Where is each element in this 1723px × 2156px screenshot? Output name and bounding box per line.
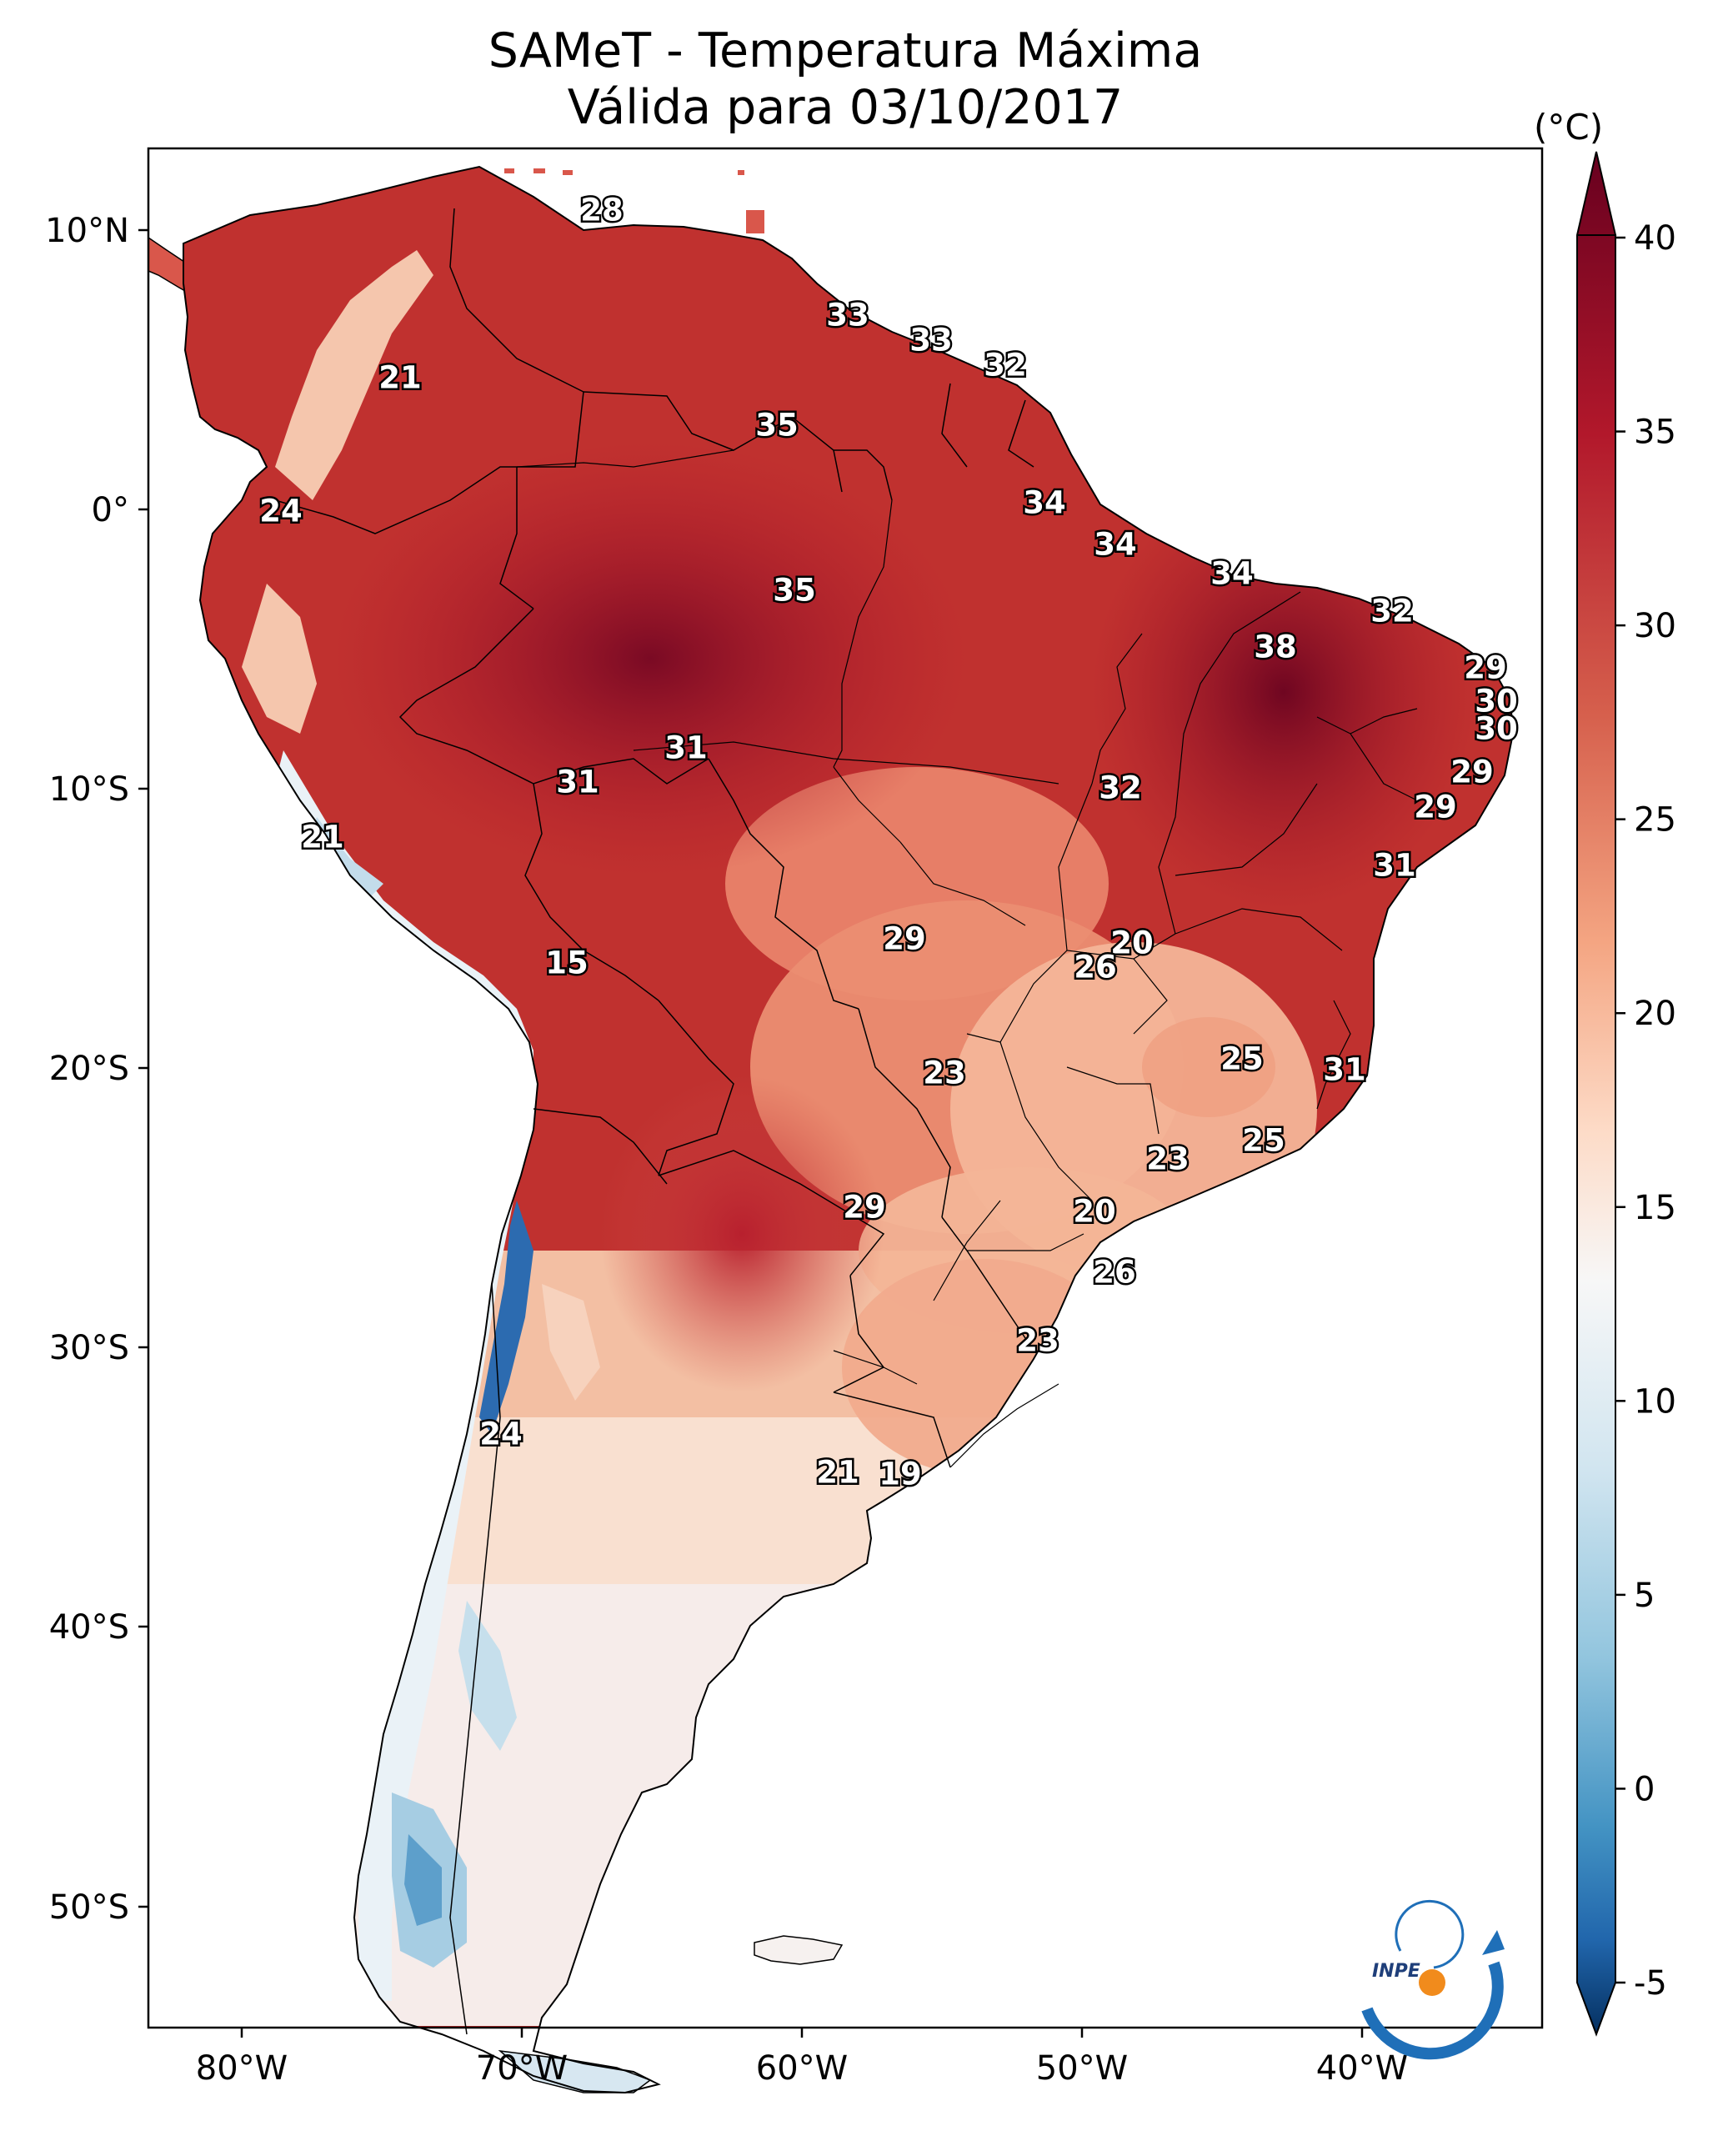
island bbox=[533, 168, 545, 173]
country-borders bbox=[274, 208, 1034, 2035]
station-value: 23 bbox=[923, 1055, 966, 1091]
station-value: 38 bbox=[1254, 629, 1297, 665]
station-value: 35 bbox=[755, 408, 799, 444]
station-value: 21 bbox=[816, 1455, 859, 1491]
station-value: 20 bbox=[1110, 925, 1154, 961]
station-value: 34 bbox=[1094, 527, 1137, 563]
colorbar-tick-label: -5 bbox=[1634, 1964, 1667, 2003]
station-value: 24 bbox=[479, 1416, 523, 1452]
colorbar-tick-label: 10 bbox=[1634, 1382, 1676, 1421]
station-value: 34 bbox=[1023, 485, 1066, 521]
x-tick-label: 70°W bbox=[476, 2049, 568, 2088]
station-value: 24 bbox=[259, 494, 303, 529]
island bbox=[738, 170, 744, 175]
station-value: 30 bbox=[1475, 684, 1518, 720]
station-value: 25 bbox=[1220, 1041, 1264, 1077]
station-value: 35 bbox=[773, 573, 816, 609]
chart-title-line1: SAMeT - Temperatura Máxima bbox=[488, 23, 1203, 78]
inpe-logo: INPE bbox=[1361, 1899, 1505, 2060]
island bbox=[504, 168, 514, 173]
colorbar-tick-label: 20 bbox=[1634, 995, 1676, 1033]
colorbar-tick-label: 25 bbox=[1634, 801, 1676, 840]
plot-frame bbox=[147, 147, 1544, 2029]
y-tick-label: 20°S bbox=[49, 1050, 129, 1088]
x-tick-label: 50°W bbox=[1036, 2049, 1128, 2088]
colorbar-unit: (°C) bbox=[1534, 107, 1604, 148]
y-tick-label: 50°S bbox=[49, 1888, 129, 1927]
axis-ticks bbox=[138, 228, 1364, 2038]
colorbar-tick-label: 40 bbox=[1634, 219, 1676, 258]
station-value: 33 bbox=[909, 323, 953, 358]
logo-text: INPE bbox=[1372, 1961, 1420, 1982]
station-value: 34 bbox=[1210, 556, 1254, 592]
station-value: 32 bbox=[1099, 770, 1142, 806]
station-value: 29 bbox=[1414, 790, 1457, 825]
station-value: 23 bbox=[1016, 1323, 1059, 1359]
x-tick-label: 60°W bbox=[756, 2049, 848, 2088]
colorbar-tick-label: 5 bbox=[1634, 1577, 1655, 1615]
station-value: 21 bbox=[301, 820, 344, 855]
station-value: 29 bbox=[1464, 650, 1507, 686]
station-value: 23 bbox=[1146, 1141, 1190, 1177]
station-value: 31 bbox=[1373, 848, 1416, 884]
y-tick-label: 10°S bbox=[49, 770, 129, 809]
station-value: 32 bbox=[984, 348, 1027, 384]
x-tick-label: 80°W bbox=[196, 2049, 288, 2088]
station-value: 26 bbox=[1093, 1255, 1136, 1291]
station-value: 15 bbox=[545, 945, 589, 981]
island bbox=[563, 170, 573, 175]
station-value: 31 bbox=[1323, 1052, 1366, 1088]
colorbar-ticks: 40 35 30 25 20 15 10 5 0 -5 bbox=[1615, 219, 1676, 2003]
trinidad bbox=[746, 210, 764, 233]
station-value: 31 bbox=[664, 730, 708, 766]
y-tick-label: 40°S bbox=[49, 1608, 129, 1647]
station-value: 28 bbox=[580, 193, 624, 228]
station-value: 31 bbox=[556, 765, 599, 800]
colorbar-tick-label: 15 bbox=[1634, 1189, 1676, 1227]
state-borders bbox=[516, 449, 1418, 1468]
colorbar bbox=[1576, 151, 1617, 2037]
station-value: 32 bbox=[1370, 594, 1414, 629]
station-value: 30 bbox=[1475, 711, 1518, 747]
station-value: 33 bbox=[826, 298, 869, 333]
chart-title-line2: Válida para 03/10/2017 bbox=[567, 80, 1124, 135]
station-value: 26 bbox=[1074, 950, 1117, 985]
y-tick-label: 30°S bbox=[49, 1329, 129, 1367]
station-value: 20 bbox=[1073, 1194, 1116, 1230]
falkland-islands bbox=[754, 1935, 844, 1965]
colorbar-tick-label: 30 bbox=[1634, 607, 1676, 645]
station-value: 29 bbox=[1450, 755, 1494, 790]
station-value: 19 bbox=[879, 1457, 922, 1492]
colorbar-tick-label: 0 bbox=[1634, 1770, 1655, 1808]
x-tick-label: 40°W bbox=[1316, 2049, 1408, 2088]
station-value: 29 bbox=[883, 921, 926, 957]
station-value: 21 bbox=[378, 360, 422, 396]
y-tick-label: 10°N bbox=[45, 212, 129, 250]
station-value: 25 bbox=[1242, 1123, 1285, 1159]
colorbar-tick-label: 35 bbox=[1634, 414, 1676, 452]
station-labels: 28 33 33 32 21 35 34 24 34 35 34 32 38 2… bbox=[258, 190, 1520, 1494]
station-value: 29 bbox=[843, 1190, 886, 1226]
y-tick-label: 0° bbox=[92, 491, 129, 529]
